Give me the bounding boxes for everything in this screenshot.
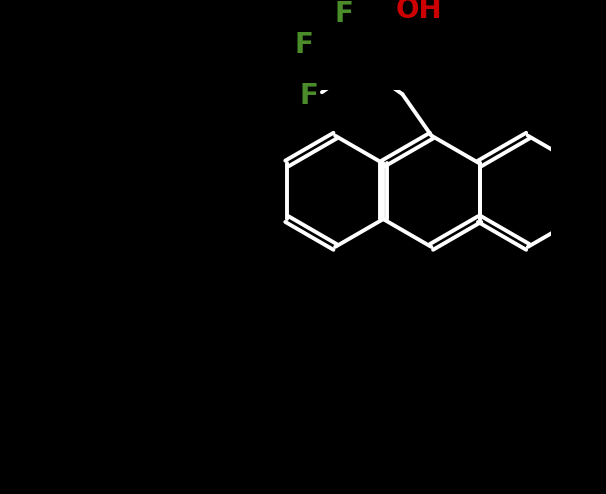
Text: F: F <box>294 31 313 59</box>
Text: F: F <box>300 82 319 110</box>
Text: OH: OH <box>396 0 442 24</box>
Text: F: F <box>335 0 353 29</box>
